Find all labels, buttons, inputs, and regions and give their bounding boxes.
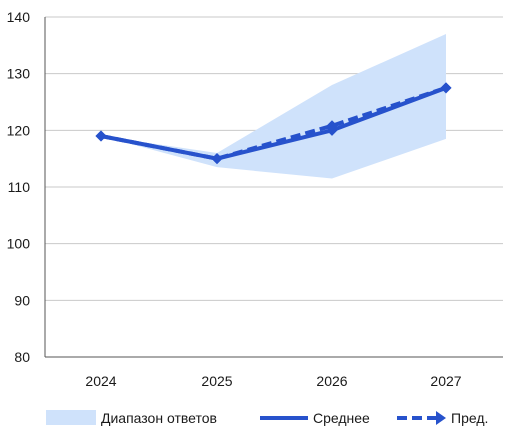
- mean-point-marker: [211, 153, 223, 165]
- x-tick-label: 2027: [430, 373, 461, 389]
- y-tick-label: 90: [14, 292, 30, 308]
- y-tick-label: 80: [14, 349, 30, 365]
- mean-point-marker: [95, 130, 107, 142]
- y-tick-label: 130: [7, 66, 31, 82]
- y-tick-label: 110: [8, 179, 31, 195]
- mean-point-marker: [326, 124, 338, 136]
- legend-range-swatch: [46, 410, 96, 425]
- y-tick-label: 120: [7, 122, 31, 138]
- mean-series-line: [100, 85, 447, 161]
- legend-range-label: Диапазон ответов: [101, 410, 217, 426]
- y-tick-label: 100: [7, 236, 31, 252]
- response-range-area: [101, 34, 446, 179]
- x-tick-label: 2026: [316, 373, 347, 389]
- x-axis-ticks: 2024 2025 2026 2027: [85, 373, 461, 389]
- legend-mean-label: Среднее: [313, 410, 370, 426]
- mean-point-marker: [440, 82, 452, 94]
- legend-forecast-label: Пред.: [451, 410, 488, 426]
- x-tick-label: 2025: [201, 373, 232, 389]
- legend: Диапазон ответов Среднее Пред.: [46, 410, 488, 426]
- x-tick-label: 2024: [85, 373, 116, 389]
- y-gridlines: [45, 16, 503, 301]
- y-tick-label: 140: [7, 9, 31, 25]
- series-layer: [95, 82, 452, 165]
- legend-forecast-marker: [436, 411, 446, 425]
- y-axis-ticks: 80 90 100 110 120 130 140: [7, 9, 31, 365]
